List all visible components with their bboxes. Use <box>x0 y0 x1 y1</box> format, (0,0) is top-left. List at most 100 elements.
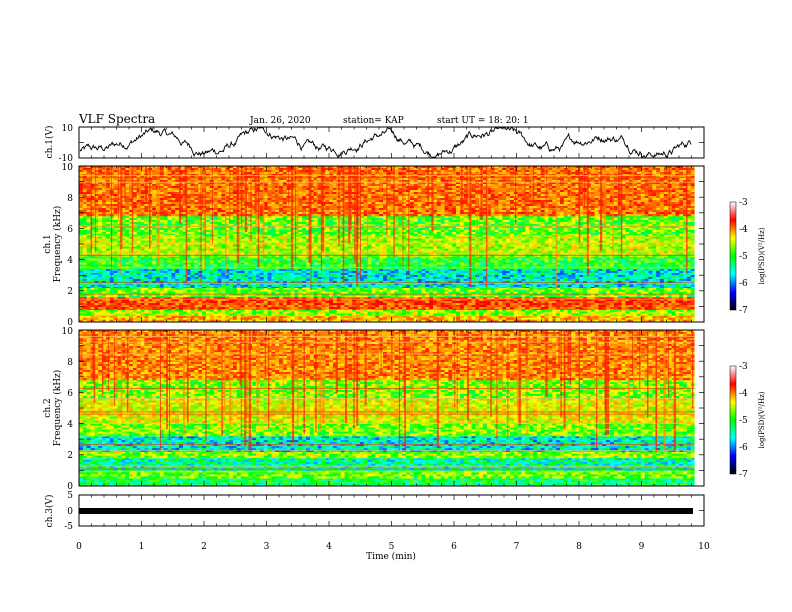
spectrogram-cell <box>409 287 415 290</box>
spectrogram-cell <box>159 272 165 276</box>
spectrogram-cell <box>194 289 199 292</box>
spectrogram-cell <box>660 303 665 306</box>
spectrogram-cell <box>583 272 588 276</box>
spectrogram-cell <box>386 276 392 280</box>
spectrogram-cell <box>152 270 157 274</box>
spectrogram-cell <box>144 256 149 259</box>
spectrogram-cell <box>409 268 415 272</box>
spectrogram-cell <box>298 319 303 322</box>
spectrogram-cell <box>606 303 611 306</box>
spectrogram-cell <box>671 315 676 319</box>
spectrogram-cell <box>340 301 345 304</box>
spectrogram-cell <box>244 315 249 317</box>
spectrogram-cell <box>252 295 257 298</box>
spectrogram-cell <box>421 311 426 314</box>
spectrogram-cell <box>244 268 249 272</box>
spectrogram-cell <box>136 284 141 288</box>
spectrogram-cell <box>98 317 103 321</box>
spectrogram-cell <box>321 317 326 321</box>
spectrogram-cell <box>382 289 388 292</box>
spectrogram-cell <box>602 301 607 304</box>
spectrogram-cell <box>163 291 168 294</box>
spectrogram-cell <box>290 307 295 310</box>
spectrogram-cell <box>317 305 322 308</box>
spectrogram-cell <box>413 315 418 317</box>
spectrogram-cell <box>456 272 461 276</box>
spectrogram-cell <box>648 309 653 310</box>
spectrogram-cell <box>232 289 238 292</box>
spectrogram-cell <box>436 272 442 276</box>
spectrogram-cell <box>686 293 692 296</box>
spectrogram-cell <box>90 291 95 294</box>
spectrogram-cell <box>660 301 665 304</box>
spectrogram-cell <box>552 268 557 272</box>
spectrogram-cell <box>259 301 265 304</box>
spectrogram-cell <box>240 319 245 322</box>
spectrogram-cell <box>179 272 184 276</box>
spectrogram-cell <box>625 286 630 288</box>
spectrogram-cell <box>163 307 168 310</box>
spectrogram-cell <box>556 303 561 306</box>
spectrogram-cell <box>417 303 422 306</box>
spectrogram-cell <box>336 272 342 276</box>
spectrogram-cell <box>513 317 519 321</box>
spectrogram-cell <box>155 311 161 314</box>
spectrogram-cell <box>548 301 553 304</box>
spectrogram-cell <box>590 272 595 276</box>
spectrogram-cell <box>275 278 280 282</box>
spectrogram-cell <box>386 284 392 288</box>
spectrogram-cell <box>648 276 653 280</box>
spectrogram-cell <box>179 295 184 298</box>
spectrogram-cell <box>282 291 288 294</box>
spectrogram-cell <box>667 289 672 292</box>
spectrogram-cell <box>529 287 534 290</box>
spectrogram-cell <box>213 287 218 290</box>
spectrogram-cell <box>113 256 118 259</box>
spectrogram-cell <box>359 303 365 306</box>
spectrogram-cell <box>644 270 649 274</box>
spectrogram-cell <box>313 315 318 319</box>
spectrogram-cell <box>236 256 241 259</box>
spectrogram-cell <box>440 270 445 274</box>
spectrogram-cell <box>617 280 622 284</box>
spectrogram-cell <box>559 311 565 314</box>
spectrogram-cell <box>252 309 257 312</box>
spectrogram-cell <box>125 305 130 308</box>
spectrogram-cell <box>663 305 669 308</box>
spectrogram-cell <box>86 295 91 298</box>
spectrogram-cell <box>525 297 530 300</box>
spectrogram-cell <box>648 291 653 294</box>
spectrogram-cell <box>225 301 230 304</box>
spectrogram-cell <box>498 305 503 308</box>
spectrogram-cell <box>213 268 218 272</box>
spectrogram-cell <box>509 287 515 290</box>
spectrogram-cell <box>306 291 311 294</box>
spectrogram-cell <box>509 313 515 316</box>
spectrogram-cell <box>583 270 588 274</box>
spectrogram-cell <box>609 313 615 316</box>
spectrogram-cell <box>121 313 126 316</box>
spectrogram-cell <box>644 287 649 290</box>
spectrogram-cell <box>579 274 584 278</box>
spectrogram-cell <box>336 301 342 304</box>
spectrogram-cell <box>459 313 465 316</box>
spectrogram-cell <box>194 272 199 276</box>
spectrogram-cell <box>444 287 449 290</box>
spectrogram-cell <box>525 291 530 294</box>
spectrogram-cell <box>336 274 342 278</box>
spectrogram-cell <box>213 315 218 319</box>
spectrogram-cell <box>148 293 153 296</box>
spectrogram-cell <box>444 315 449 319</box>
spectrogram-cell <box>513 278 519 282</box>
spectrogram-cell <box>633 272 638 276</box>
spectrogram-cell <box>279 299 284 302</box>
spectrogram-cell <box>255 274 261 278</box>
spectrogram-cell <box>602 274 607 278</box>
spectrogram-cell <box>513 276 519 280</box>
spectrogram-cell <box>686 299 692 302</box>
spectrogram-cell <box>217 307 222 310</box>
spectrogram-cell <box>586 287 592 290</box>
spectrogram-cell <box>483 268 488 272</box>
spectrogram-cell <box>209 272 215 276</box>
spectrogram-cell <box>463 319 469 322</box>
